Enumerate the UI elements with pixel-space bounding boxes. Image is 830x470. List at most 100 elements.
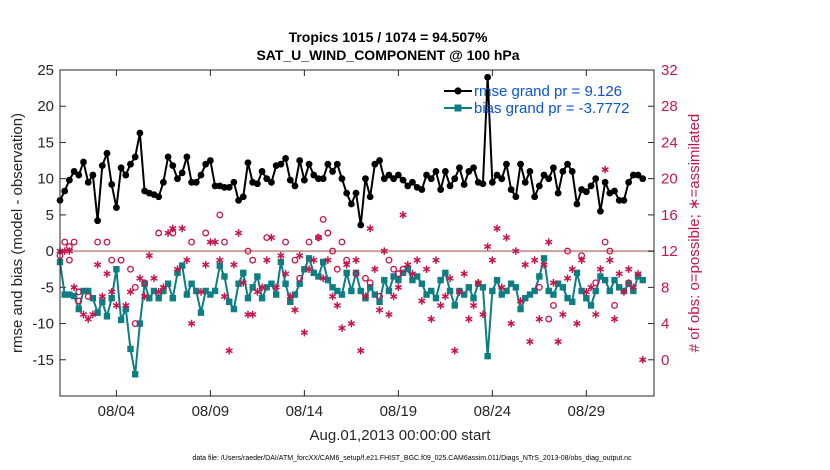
rmse-point [357, 221, 365, 229]
obs-assimilated-marker [436, 301, 445, 310]
obs-assimilated-stroke [333, 302, 341, 308]
bias-point [84, 287, 92, 295]
bias-point [554, 280, 562, 287]
x-tick-label: 08/09 [192, 403, 230, 420]
bias-point [117, 316, 125, 324]
obs-possible-marker [263, 234, 271, 241]
y-axis-label: rmse and bias (model - observation) [9, 113, 26, 353]
obs-possible-marker [94, 238, 102, 246]
rmse-point [498, 175, 506, 183]
obs-assimilated-marker [169, 224, 177, 233]
rmse-point [112, 204, 120, 212]
rmse-point [573, 200, 581, 208]
rmse-point [587, 182, 595, 190]
obs-assimilated-stroke [314, 234, 323, 241]
obs-assimilated-marker [587, 283, 595, 292]
obs-assimilated-stroke [122, 302, 130, 308]
y-right-tick-label: 0 [661, 352, 669, 369]
obs-assimilated-stroke [150, 275, 158, 281]
bias-point [136, 320, 144, 327]
y-tick-label: 0 [46, 243, 54, 260]
obs-assimilated-marker [380, 247, 388, 255]
obs-assimilated-stroke [545, 239, 553, 245]
bias-point [150, 287, 158, 295]
bias-point [545, 287, 552, 295]
legend: rmse grand pr = 9.126 bias grand pr = -3… [444, 83, 630, 117]
obs-assimilated-stroke [483, 244, 492, 250]
bias-point [221, 273, 228, 280]
bias-point [616, 284, 623, 291]
bias-point [395, 276, 402, 284]
rmse-point [399, 176, 407, 184]
rmse-point [512, 193, 520, 201]
obs-assimilated-marker [366, 224, 374, 233]
rmse-point [127, 160, 134, 168]
obs-assimilated-stroke [159, 284, 168, 290]
rmse-point [131, 153, 139, 161]
obs-assimilated-stroke [629, 284, 637, 290]
obs-assimilated-stroke [183, 257, 191, 263]
bias-point [240, 269, 247, 277]
obs-assimilated-marker [230, 260, 238, 269]
obs-assimilated-stroke [216, 257, 224, 263]
bias-point [315, 273, 322, 280]
obs-assimilated-stroke [389, 293, 398, 299]
rmse-point [554, 189, 562, 197]
obs-assimilated-stroke [371, 266, 379, 272]
obs-assimilated-marker [239, 279, 247, 287]
obs-assimilated-marker [526, 337, 534, 346]
obs-assimilated-marker [469, 301, 478, 310]
obs-assimilated-stroke [187, 321, 196, 327]
bias-point [587, 302, 595, 309]
obs-assimilated-stroke [361, 293, 370, 299]
y-right-tick-label: 12 [661, 243, 678, 260]
rmse-point [347, 200, 355, 208]
obs-assimilated-marker [155, 288, 163, 296]
obs-assimilated-marker [361, 292, 370, 301]
rmse-point [601, 178, 609, 186]
bias-point [409, 276, 416, 284]
rmse-point [615, 197, 623, 204]
obs-possible-marker [564, 247, 571, 255]
obs-assimilated-marker [502, 233, 511, 242]
bias-point [296, 280, 303, 287]
obs-assimilated-stroke [639, 357, 647, 363]
observation-count-layer [56, 165, 647, 364]
obs-assimilated-stroke [79, 311, 88, 318]
obs-assimilated-stroke [587, 284, 595, 290]
obs-possible-marker [625, 279, 633, 287]
obs-assimilated-stroke [328, 293, 337, 299]
obs-assimilated-marker [563, 274, 572, 283]
obs-assimilated-stroke [84, 316, 92, 322]
obs-assimilated-marker [615, 269, 623, 278]
obs-assimilated-marker [328, 292, 337, 301]
legend-rmse-label: rmse grand pr = 9.126 [474, 83, 622, 100]
obs-assimilated-stroke [258, 284, 266, 290]
bias-point [75, 305, 82, 313]
bias-point [141, 280, 148, 287]
obs-assimilated-stroke [582, 289, 590, 295]
rmse-point [305, 160, 313, 168]
bias-point [442, 269, 449, 277]
rmse-point [268, 178, 275, 186]
rmse-point [211, 182, 219, 190]
rmse-point [366, 193, 374, 201]
bias-point [432, 295, 440, 302]
bias-point [352, 269, 360, 277]
obs-assimilated-marker [521, 260, 529, 269]
obs-assimilated-marker [516, 297, 525, 305]
rmse-point [324, 160, 332, 168]
obs-assimilated-stroke [70, 284, 78, 290]
obs-assimilated-stroke [554, 339, 562, 345]
rmse-point [385, 171, 393, 179]
obs-possible-marker [376, 292, 384, 300]
obs-assimilated-marker [573, 319, 581, 328]
obs-assimilated-marker [507, 319, 515, 328]
rmse-point [192, 178, 200, 186]
bias-point [446, 287, 454, 295]
chart-title: Tropics 1015 / 1074 = 94.507% [289, 29, 488, 45]
bias-point [183, 291, 191, 298]
rmse-point [225, 183, 233, 191]
obs-assimilated-stroke [234, 230, 243, 236]
